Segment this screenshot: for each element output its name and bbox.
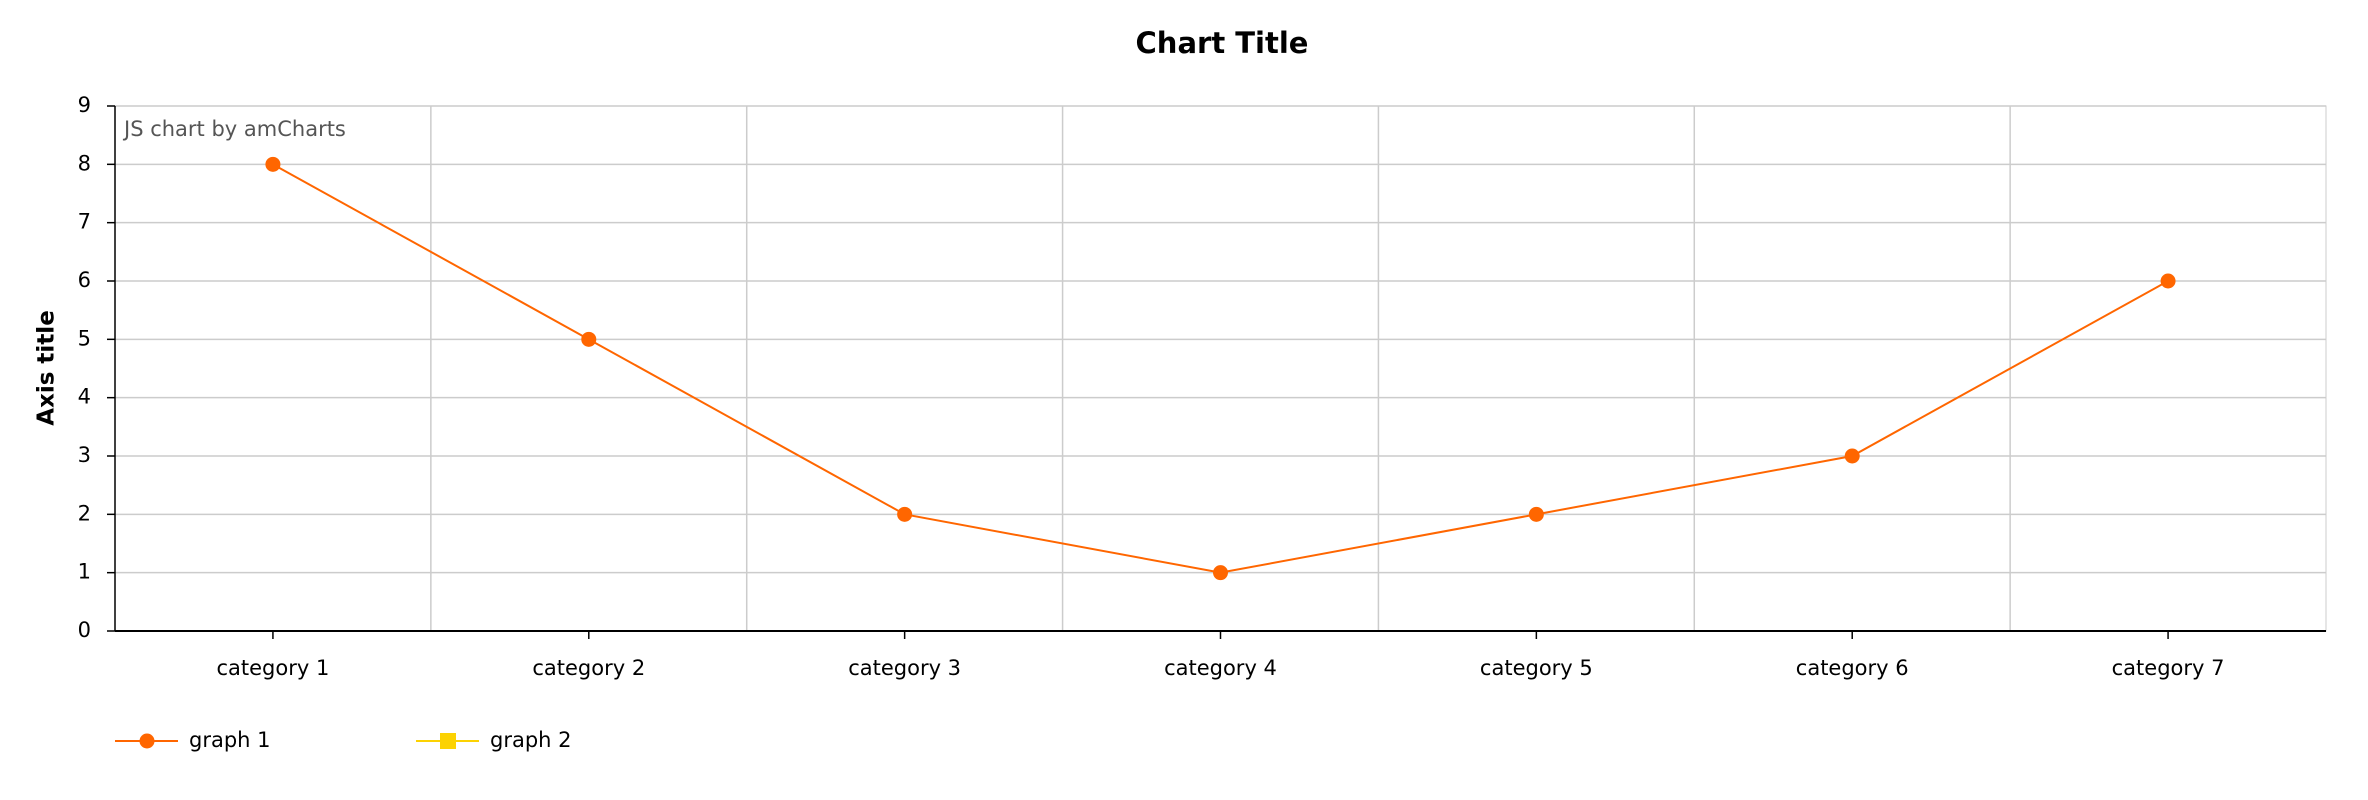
y-tick-label: 5 (78, 326, 91, 350)
legend-marker (139, 733, 155, 749)
y-tick-label: 3 (78, 443, 91, 467)
plot-frame (114, 105, 2327, 632)
legend-marker (440, 733, 456, 749)
data-point (1528, 506, 1544, 522)
y-tick-label: 2 (78, 501, 91, 525)
x-tick-label: category 6 (1796, 656, 1909, 680)
data-point (1844, 448, 1860, 464)
data-point (2160, 273, 2176, 289)
data-point (897, 506, 913, 522)
y-tick-label: 7 (78, 210, 91, 234)
x-tick-label: category 4 (1164, 656, 1277, 680)
y-tick-label: 8 (78, 151, 91, 175)
credit: JS chart by amCharts (122, 117, 346, 141)
x-tick-label: category 2 (532, 656, 645, 680)
x-tick-label: category 1 (216, 656, 329, 680)
y-axis-title: Axis title (34, 310, 60, 426)
x-tick-label: category 3 (848, 656, 961, 680)
y-tick-label: 1 (78, 560, 91, 584)
legend-label: graph 1 (189, 728, 271, 752)
chart-title: Chart Title (1136, 26, 1309, 60)
y-tick-label: 0 (78, 618, 91, 642)
legend-label: graph 2 (490, 728, 572, 752)
y-tick-label: 4 (78, 385, 91, 409)
data-point (1213, 565, 1228, 581)
y-tick-label: 6 (78, 268, 91, 292)
y-tick-label: 9 (78, 93, 91, 117)
data-point (265, 156, 281, 172)
data-point (581, 331, 597, 347)
line-series (272, 163, 2169, 574)
x-tick-label: category 7 (2112, 656, 2225, 680)
x-tick-label: category 5 (1480, 656, 1593, 680)
